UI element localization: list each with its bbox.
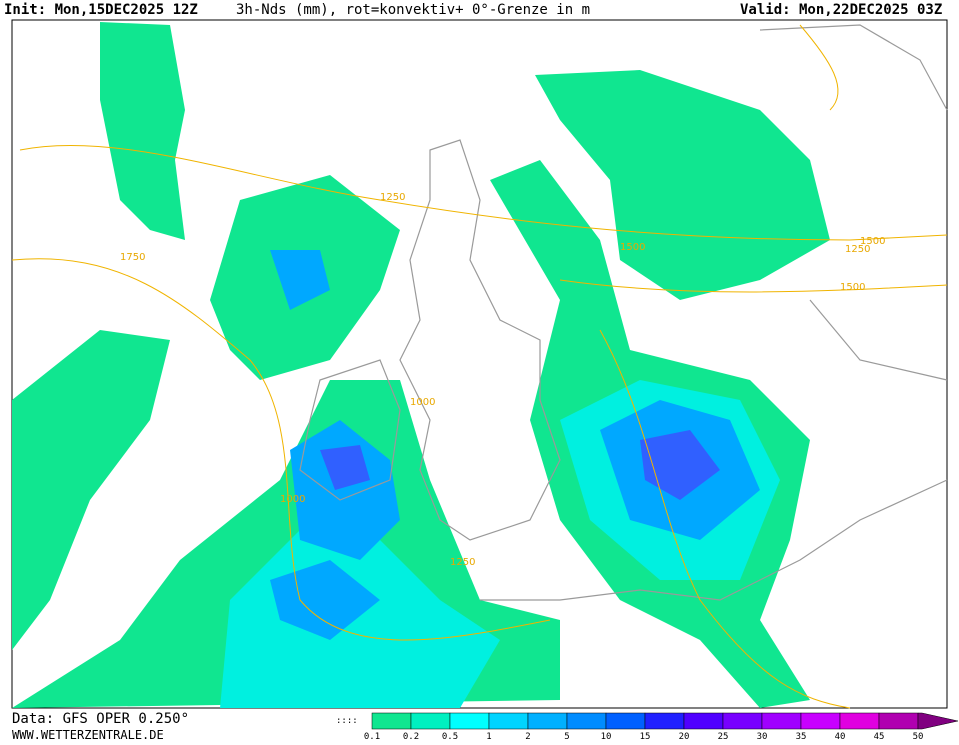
colorbar-label: 25 xyxy=(718,732,729,741)
contour-label: 1500 xyxy=(860,236,885,247)
colorbar-swatch xyxy=(878,712,919,730)
colorbar-label: 10 xyxy=(601,732,612,741)
colorbar-label: 0.5 xyxy=(442,732,458,741)
colorbar: 0.1 0.2 0.5 1 2 5 10 15 20 25 30 35 40 45 50 xyxy=(364,712,959,742)
colorbar-swatch xyxy=(722,712,763,730)
contour-label: 1000 xyxy=(410,397,435,408)
data-source: Data: GFS OPER 0.250° xyxy=(12,711,189,727)
contour-label: 1250 xyxy=(380,192,405,203)
contour-label: 1250 xyxy=(450,557,475,568)
colorbar-swatch xyxy=(839,712,880,730)
colorbar-swatch xyxy=(371,712,412,730)
coastlines xyxy=(299,24,948,601)
colorbar-label: 15 xyxy=(640,732,651,741)
colorbar-label: 0.1 xyxy=(364,732,380,741)
colorbar-label: 5 xyxy=(564,732,569,741)
precip-core xyxy=(320,430,720,500)
contour-label: 1500 xyxy=(620,242,645,253)
map: 1250 1750 1500 1000 1500 1250 1000 1250 … xyxy=(11,19,948,709)
colorbar-swatch xyxy=(644,712,685,730)
colorbar-label: 0.2 xyxy=(403,732,419,741)
colorbar-label: 30 xyxy=(757,732,768,741)
colorbar-dots: :::: xyxy=(336,716,358,726)
colorbar-swatch xyxy=(800,712,841,730)
colorbar-swatch xyxy=(527,712,568,730)
contour-label: 1000 xyxy=(280,494,305,505)
colorbar-swatch xyxy=(605,712,646,730)
colorbar-swatch xyxy=(488,712,529,730)
colorbar-swatch xyxy=(449,712,490,730)
colorbar-swatch xyxy=(761,712,802,730)
map-title: 3h-Nds (mm), rot=konvektiv+ 0°-Grenze in… xyxy=(236,2,590,18)
valid-label: Valid: Mon,22DEC2025 03Z xyxy=(740,2,942,18)
contour-label: 1250 xyxy=(845,244,870,255)
colorbar-label: 2 xyxy=(525,732,530,741)
contour-labels: 1250 1750 1500 1000 1500 1250 1000 1250 … xyxy=(120,192,885,568)
contour-label: 1500 xyxy=(840,282,865,293)
colorbar-swatch xyxy=(683,712,724,730)
contour-label: 1750 xyxy=(120,252,145,263)
colorbar-swatch xyxy=(566,712,607,730)
site-url: WWW.WETTERZENTRALE.DE xyxy=(12,728,164,741)
colorbar-arrow xyxy=(917,712,959,730)
colorbar-label: 45 xyxy=(874,732,885,741)
colorbar-label: 35 xyxy=(796,732,807,741)
freezing-level-contours xyxy=(11,24,948,709)
colorbar-label: 20 xyxy=(679,732,690,741)
colorbar-label: 1 xyxy=(486,732,491,741)
init-label: Init: Mon,15DEC2025 12Z xyxy=(4,2,198,18)
colorbar-label: 50 xyxy=(913,732,924,741)
colorbar-swatch xyxy=(410,712,451,730)
colorbar-label: 40 xyxy=(835,732,846,741)
